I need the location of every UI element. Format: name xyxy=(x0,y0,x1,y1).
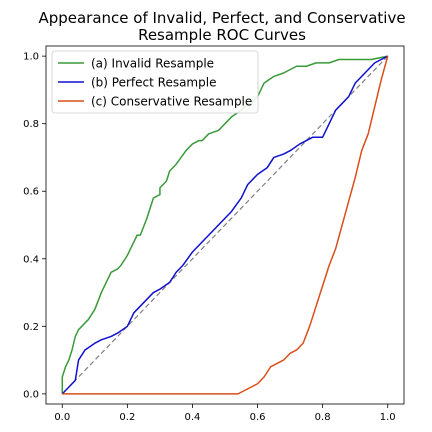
legend-box xyxy=(51,50,259,114)
y-tick-label: 0.8 xyxy=(23,119,39,130)
x-tick-label: 0.4 xyxy=(185,412,201,423)
x-tick-label: 0.6 xyxy=(250,412,266,423)
x-tick-label: 0.8 xyxy=(315,412,331,423)
legend: (a) Invalid Resample (b) Perfect Resample… xyxy=(51,50,259,114)
y-tick-label: 0.2 xyxy=(23,322,39,333)
y-tick-label: 1.0 xyxy=(23,52,39,63)
x-tick-label: 0.2 xyxy=(119,412,135,423)
y-tick-label: 0.6 xyxy=(23,187,39,198)
plot-frame xyxy=(45,45,405,405)
x-axis: 0.0 0.2 0.4 0.6 0.8 1.0 xyxy=(54,404,396,423)
legend-label-2: (b) Perfect Resample xyxy=(91,76,216,90)
chart-title-line-2: Resample ROC Curves xyxy=(138,26,306,44)
legend-label-3: (c) Conservative Resample xyxy=(91,95,252,109)
y-tick-label: 0.4 xyxy=(23,254,39,265)
x-tick-label: 1.0 xyxy=(380,412,396,423)
legend-label-1: (a) Invalid Resample xyxy=(91,57,214,71)
series-line-1 xyxy=(61,55,388,394)
series-line-2 xyxy=(61,55,389,395)
x-tick-label: 0.0 xyxy=(54,412,70,423)
y-tick-label: 0.0 xyxy=(23,389,39,400)
chance-diagonal-line xyxy=(61,55,389,395)
series-layer xyxy=(61,55,389,395)
chart-title-line-1: Appearance of Invalid, Perfect, and Cons… xyxy=(38,9,405,27)
y-axis: 0.0 0.2 0.4 0.6 0.8 1.0 xyxy=(23,52,46,400)
series-line-3 xyxy=(62,55,389,395)
